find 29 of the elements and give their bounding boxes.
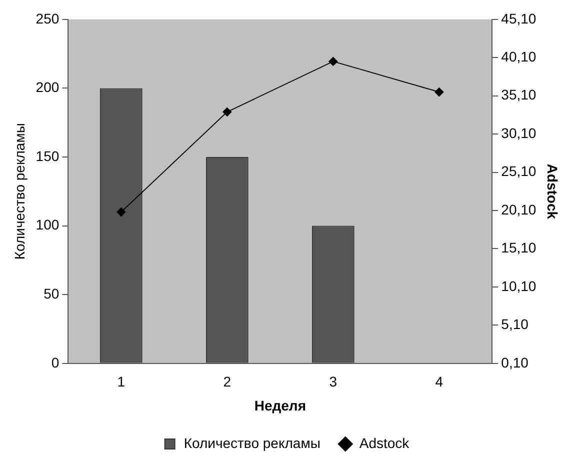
y-axis-title: Количество рекламы xyxy=(11,123,28,260)
y2-tick-label: 20,10 xyxy=(501,201,536,218)
point xyxy=(222,107,232,116)
y2-tick-label: 30,10 xyxy=(501,124,536,141)
y-tick-label: 250 xyxy=(36,10,60,26)
y2-axis-title: Adstock xyxy=(544,164,561,220)
y2-tick-label: 35,10 xyxy=(501,86,536,103)
x-tick-label: 3 xyxy=(329,374,338,390)
x-tick-label: 1 xyxy=(117,374,126,390)
x-axis-title: Неделя xyxy=(254,397,306,414)
y-tick-label: 100 xyxy=(36,216,60,233)
legend-label: Adstock xyxy=(359,434,410,451)
y2-tick-label: 40,10 xyxy=(501,48,536,64)
point xyxy=(434,88,444,97)
y2-tick-label: 25,10 xyxy=(501,163,536,180)
x-tick-label: 4 xyxy=(435,374,444,390)
legend-label: Количество рекламы xyxy=(184,434,320,451)
y-tick-label: 150 xyxy=(36,148,60,164)
y2-tick-label: 0,10 xyxy=(501,354,529,370)
y-tick-label: 200 xyxy=(36,79,60,96)
y2-tick-label: 5,10 xyxy=(501,316,529,332)
point xyxy=(328,56,338,66)
y-tick-label: 0 xyxy=(51,354,60,370)
y2-tick-label: 15,10 xyxy=(501,240,536,256)
y-tick-label: 50 xyxy=(44,285,60,302)
y2-tick-label: 10,10 xyxy=(501,278,536,294)
x-tick-label: 2 xyxy=(223,374,232,390)
y2-tick-label: 45,10 xyxy=(501,10,536,26)
point xyxy=(116,208,126,217)
